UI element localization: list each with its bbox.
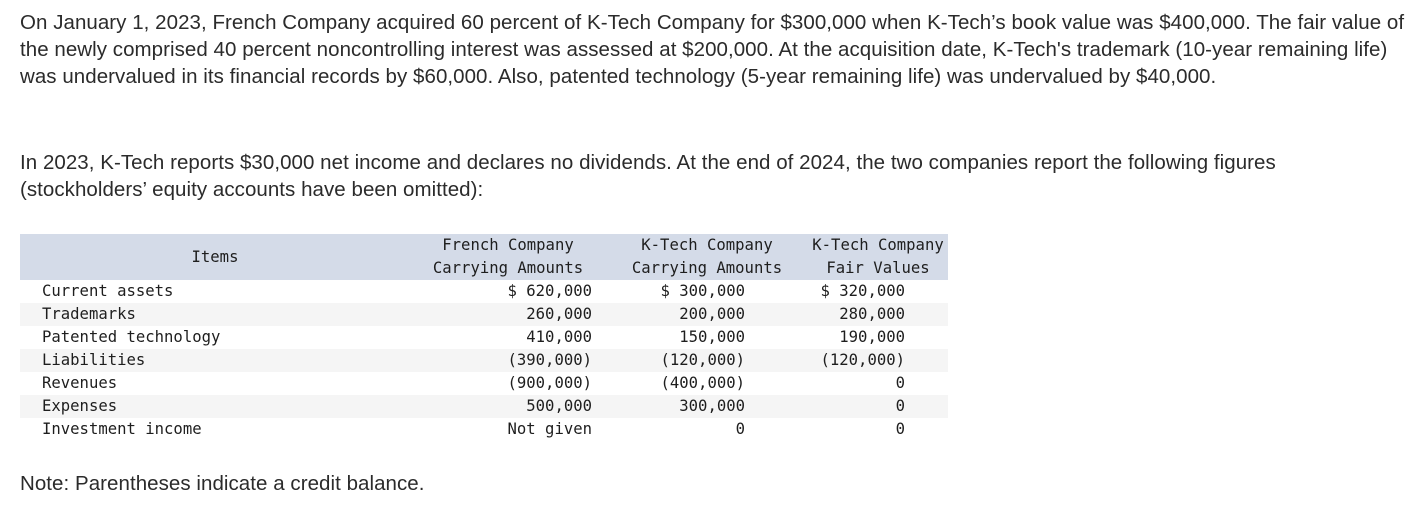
ktech-value: (120,000) [606, 349, 808, 372]
ktech-value: 0 [735, 420, 745, 438]
header-ktech-carrying: K-Tech Company Carrying Amounts [606, 234, 808, 280]
row-label: Liabilities [20, 349, 410, 372]
french-value: 500,000 [410, 395, 606, 418]
header-fair-line1: K-Tech Company [812, 236, 944, 254]
table-row: Expenses 500,000 300,000 0 [20, 395, 948, 418]
table-header-row: Items French Company Carrying Amounts K-… [20, 234, 948, 280]
header-fair-line2: Fair Values [826, 259, 930, 277]
fair-value: 0 [895, 374, 905, 392]
table-row: Current assets $ 620,000 $ 300,000 $ 320… [20, 280, 948, 303]
french-value: $ 620,000 [507, 282, 593, 300]
header-items: Items [20, 234, 410, 280]
french-value: (390,000) [410, 349, 606, 372]
table-row: Investment income Not given 0 0 [20, 418, 948, 441]
header-french-line1: French Company [442, 236, 574, 254]
fair-value: 280,000 [808, 303, 948, 326]
header-ktech-fair: K-Tech Company Fair Values [808, 234, 948, 280]
row-label: Patented technology [42, 328, 221, 346]
ktech-value: (400,000) [660, 374, 746, 392]
french-value: 410,000 [526, 328, 592, 346]
ktech-value: 150,000 [679, 328, 745, 346]
row-label: Trademarks [20, 303, 410, 326]
french-value: (900,000) [507, 374, 593, 392]
note-text: Note: Parentheses indicate a credit bala… [20, 472, 425, 495]
row-label: Current assets [42, 282, 174, 300]
fair-value: 0 [895, 420, 905, 438]
ktech-value: 300,000 [606, 395, 808, 418]
intro-paragraph: On January 1, 2023, French Company acqui… [20, 11, 1405, 88]
context-paragraph: In 2023, K-Tech reports $30,000 net inco… [20, 151, 1276, 201]
table-row: Revenues (900,000) (400,000) 0 [20, 372, 948, 395]
french-value: Not given [507, 420, 593, 438]
ktech-value: 200,000 [606, 303, 808, 326]
fair-value: 0 [808, 395, 948, 418]
header-french-carrying: French Company Carrying Amounts [410, 234, 606, 280]
table-row: Liabilities (390,000) (120,000) (120,000… [20, 349, 948, 372]
table-row: Patented technology 410,000 150,000 190,… [20, 326, 948, 349]
header-ktech-line2: Carrying Amounts [631, 259, 783, 277]
table-row: Trademarks 260,000 200,000 280,000 [20, 303, 948, 326]
row-label: Investment income [42, 420, 202, 438]
header-french-line2: Carrying Amounts [432, 259, 584, 277]
fair-value: (120,000) [808, 349, 948, 372]
ktech-value: $ 300,000 [660, 282, 746, 300]
financial-figures-table: Items French Company Carrying Amounts K-… [20, 234, 948, 441]
fair-value: 190,000 [839, 328, 905, 346]
fair-value: $ 320,000 [820, 282, 906, 300]
row-label: Revenues [42, 374, 118, 392]
row-label: Expenses [20, 395, 410, 418]
french-value: 260,000 [410, 303, 606, 326]
header-ktech-line1: K-Tech Company [641, 236, 773, 254]
